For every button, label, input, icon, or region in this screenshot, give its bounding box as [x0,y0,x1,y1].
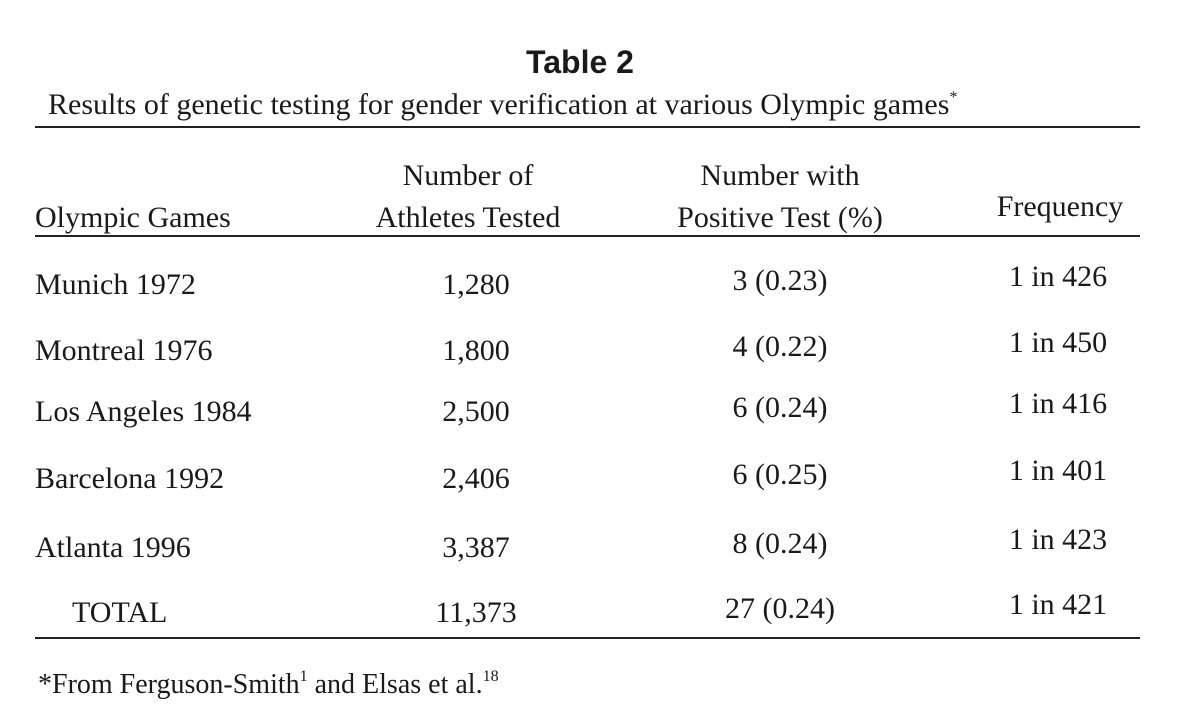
table-cell: 2,406 [442,462,510,495]
table-cell: 1 in 416 [1008,387,1108,420]
table-cell: 1,280 [442,268,510,301]
column-header: Olympic Games [35,201,231,234]
row-label: Montreal 1976 [35,334,213,367]
footnote: *From Ferguson-Smith1 and Elsas et al.18 [38,668,499,701]
table-cell: 3 (0.23) [732,264,828,297]
row-label: TOTAL [72,596,168,629]
row-label: Munich 1972 [35,268,196,301]
table-cell: 6 (0.25) [732,458,828,491]
column-header: Positive Test (%) [677,201,883,234]
table-title: Table 2 [526,44,634,80]
footnote-ref: 1 [299,668,308,685]
header-rule [35,235,1140,237]
bottom-rule [35,637,1140,639]
column-header: Number of [402,159,534,192]
subtitle-text: Results of genetic testing for gender ve… [48,88,950,121]
footnote-ref: 18 [482,668,499,685]
table-cell: 11,373 [435,596,517,629]
table-cell: 8 (0.24) [732,527,828,560]
row-label: Atlanta 1996 [35,531,191,564]
top-rule [35,126,1140,128]
table-cell: 1 in 423 [1008,523,1108,556]
column-header: Number with [700,159,860,192]
column-header: Athletes Tested [375,201,561,234]
table-cell: 6 (0.24) [732,391,828,424]
row-label: Los Angeles 1984 [35,395,252,428]
table-cell: 1,800 [442,334,510,367]
table-cell: 2,500 [442,395,510,428]
footnote-text: and Elsas et al. [307,669,483,700]
row-label: Barcelona 1992 [35,462,225,495]
table-cell: 1 in 426 [1008,260,1108,293]
column-header: Frequency [996,190,1124,223]
table-cell: 1 in 421 [1008,588,1108,621]
table-cell: 27 (0.24) [725,592,835,625]
table-subtitle: Results of genetic testing for gender ve… [48,88,957,122]
table-cell: 3,387 [442,531,510,564]
footnote-text: *From Ferguson-Smith [38,669,300,700]
table-cell: 1 in 450 [1008,326,1108,359]
subtitle-mark: * [949,89,958,106]
table-cell: 1 in 401 [1008,454,1108,487]
table-cell: 4 (0.22) [732,330,828,363]
